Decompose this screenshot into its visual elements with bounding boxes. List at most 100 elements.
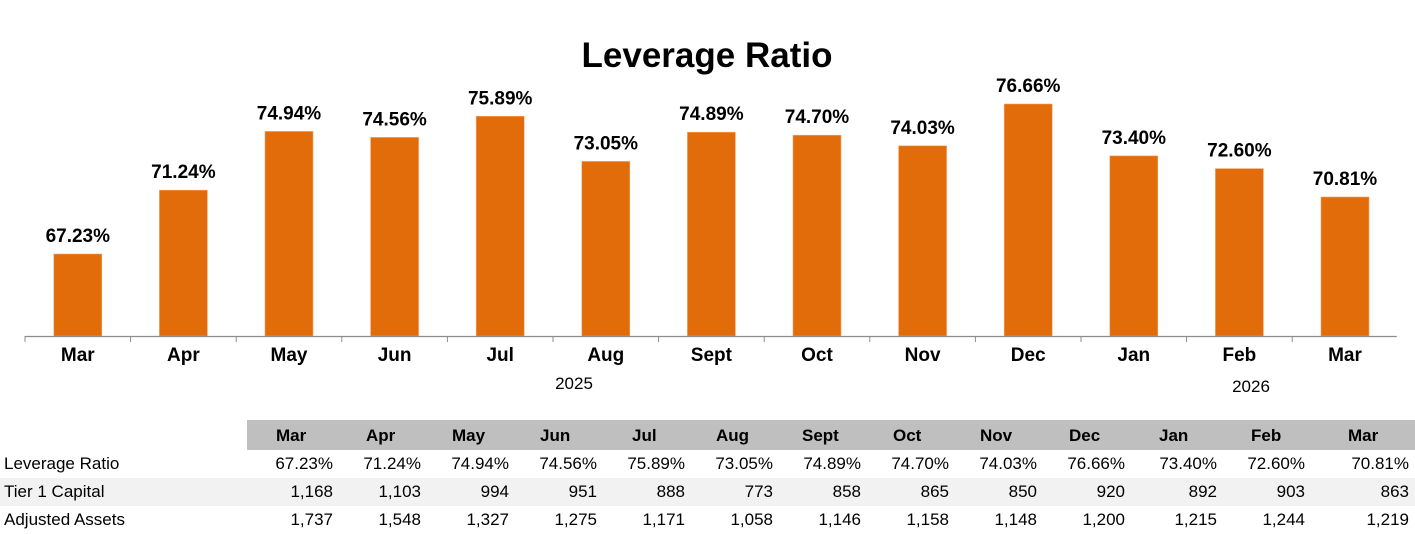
table-cell: 892 [1188,482,1217,501]
bar-mar-12 [1320,196,1370,337]
table-cell: 73.40% [1159,454,1217,473]
table-cell: 1,103 [378,482,421,501]
table-header-cell: Feb [1251,426,1282,445]
data-label: 76.66% [996,76,1061,97]
x-tick-label: Apr [167,345,200,366]
data-label: 73.40% [1102,128,1167,149]
data-label: 74.56% [362,109,427,130]
table-cell: 1,275 [554,510,597,529]
table-cell: 1,158 [906,510,949,529]
table-cell: 1,737 [290,510,333,529]
bar-oct-7 [792,134,842,337]
x-tick-label: Oct [801,345,833,366]
bar-jul-4 [475,116,525,337]
table-cell: 72.60% [1247,454,1305,473]
table-header-cell: Aug [716,426,750,445]
bar-mar-0 [53,253,103,337]
data-label: 74.94% [257,103,322,124]
table-cell: 67.23% [275,454,333,473]
table-cell: 994 [480,482,509,501]
x-tick-label: Jul [486,345,513,366]
table-header-row: Mar Apr May Jun Jul Aug Sept Oct Nov Dec Jan Feb Mar [0,420,1415,450]
table-cell: 74.70% [891,454,949,473]
table-cell: 74.94% [451,454,509,473]
data-label: 74.89% [679,104,744,125]
x-tick-label: Feb [1223,345,1257,366]
table-cell: 1,215 [1174,510,1217,529]
table-header-cell: Mar [276,426,307,445]
bar-may-2 [264,131,314,337]
data-label: 73.05% [574,133,639,154]
table-header-cell: Jun [540,426,571,445]
bar-sept-6 [687,131,736,337]
table-cell: 1,146 [818,510,861,529]
x-tick-label: Jan [1117,345,1150,366]
table-header-cell: May [452,426,486,445]
table-cell: 1,148 [994,510,1037,529]
table-row-adjusted-assets: Adjusted Assets 1,737 1,548 1,327 1,275 1,17… [0,506,1415,534]
bar-feb-11 [1215,168,1264,337]
table-header-cell: Jan [1159,426,1189,445]
data-label: 70.81% [1313,169,1378,190]
x-tick-label: Mar [1328,345,1362,366]
table-cell: 903 [1276,482,1305,501]
data-label: 71.24% [151,162,216,183]
x-tick-label: May [271,345,308,366]
bar-jan-10 [1109,155,1159,337]
year-label-2025: 2025 [555,374,593,393]
data-label: 74.03% [890,118,955,139]
table-cell: 71.24% [363,454,421,473]
table-header-cell: Dec [1069,426,1101,445]
table-cell: 920 [1096,482,1125,501]
table-cell: 73.05% [715,454,773,473]
x-tick-label: Sept [691,345,733,366]
table-row-leverage-ratio: Leverage Ratio 67.23% 71.24% 74.94% 74.56% 7… [0,450,1415,478]
x-tick-label: Dec [1011,345,1046,366]
x-tick-label: Jun [378,345,412,366]
table-cell: 951 [568,482,597,501]
table-cell: 1,058 [730,510,773,529]
data-label: 67.23% [46,226,111,247]
data-label: 72.60% [1207,141,1272,162]
table-cell: 1,548 [378,510,421,529]
table-cell: 850 [1008,482,1037,501]
table-cell: 865 [920,482,949,501]
table-cell: 1,244 [1262,510,1305,529]
row-label: Tier 1 Capital [4,482,105,501]
table-cell: 76.66% [1067,454,1125,473]
table-header-cell: Apr [366,426,396,445]
chart-title: Leverage Ratio [582,36,833,75]
bar-jun-3 [370,137,419,337]
x-tick-label: Aug [587,345,624,366]
leverage-ratio-chart: Leverage Ratio 67.23% 71.24% 74.94% 74.56% 7… [24,36,1397,396]
bar-dec-9 [1003,103,1053,337]
table-header-band [247,420,1415,450]
table-header-cell: Nov [980,426,1013,445]
table-cell: 1,171 [642,510,685,529]
row-label: Adjusted Assets [4,510,125,529]
table-cell: 1,168 [290,482,333,501]
data-table: Mar Apr May Jun Jul Aug Sept Oct Nov Dec Jan Feb Mar… [0,420,1415,534]
x-tick-label: Mar [61,345,95,366]
table-row-tier-1-capital: Tier 1 Capital 1,168 1,103 994 951 888 773 858… [0,478,1415,506]
table-cell: 863 [1380,482,1409,501]
bar-apr-1 [159,189,208,337]
table-cell: 773 [744,482,773,501]
table-cell: 70.81% [1351,454,1409,473]
table-cell: 1,200 [1082,510,1125,529]
table-header-cell: Jul [632,426,657,445]
table-cell: 74.03% [979,454,1037,473]
table-cell: 858 [832,482,861,501]
bar-aug-5 [581,161,631,337]
table-cell: 1,327 [466,510,509,529]
year-label-2026: 2026 [1232,377,1270,396]
x-tick-label: Nov [905,345,941,366]
table-cell: 74.56% [539,454,597,473]
row-label: Leverage Ratio [4,454,120,473]
table-cell: 888 [656,482,685,501]
data-label: 74.70% [785,107,850,128]
table-cell: 1,219 [1366,510,1409,529]
table-cell: 74.89% [803,454,861,473]
table-header-cell: Oct [893,426,922,445]
data-label: 75.89% [468,88,533,109]
